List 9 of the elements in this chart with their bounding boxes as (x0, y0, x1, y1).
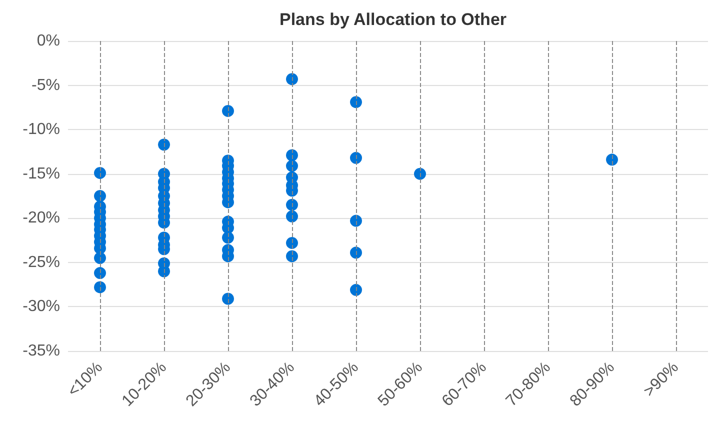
y-tick-label: -25% (22, 254, 60, 271)
y-tick-label: -15% (22, 165, 60, 182)
y-tick-label: -20% (22, 210, 60, 227)
y-tick-label: 0% (36, 32, 60, 50)
chart-title: Plans by Allocation to Other (279, 10, 507, 29)
y-tick-label: -30% (22, 298, 60, 316)
y-tick-label: -5% (32, 76, 60, 94)
y-tick-label: -10% (22, 121, 60, 138)
y-tick-label: -35% (22, 342, 60, 360)
